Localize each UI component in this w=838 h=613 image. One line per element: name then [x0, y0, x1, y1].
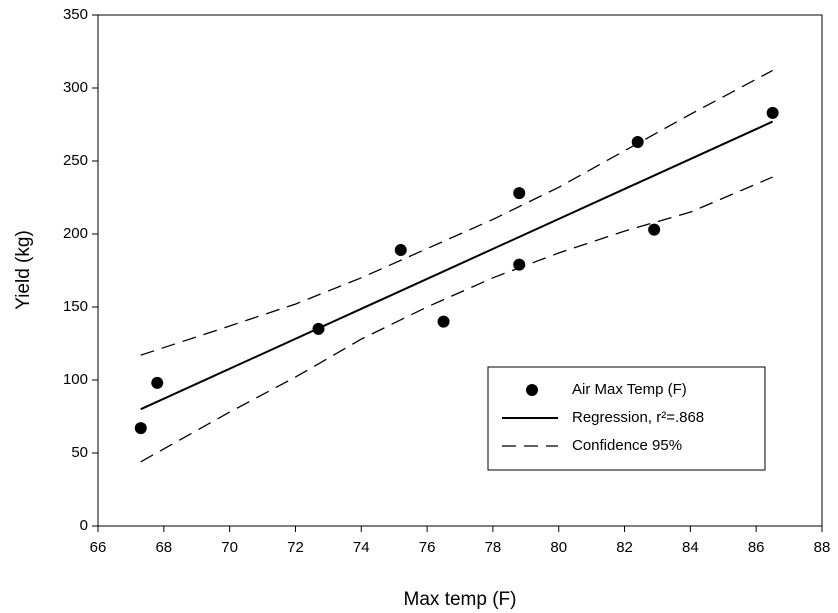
- x-tick-label: 86: [748, 539, 765, 556]
- legend-label: Air Max Temp (F): [572, 381, 687, 398]
- x-tick-label: 82: [616, 539, 633, 556]
- legend-label: Regression, r²=.868: [572, 409, 704, 426]
- x-tick-label: 76: [419, 539, 436, 556]
- y-axis-title: Yield (kg): [13, 230, 34, 310]
- data-point: [151, 376, 164, 389]
- x-tick-label: 72: [287, 539, 304, 556]
- legend-marker: [526, 384, 538, 396]
- y-tick-label: 350: [63, 6, 88, 23]
- x-tick-label: 68: [155, 539, 172, 556]
- y-tick-label: 50: [71, 444, 88, 461]
- x-axis-title: Max temp (F): [404, 589, 517, 610]
- data-point: [513, 258, 526, 271]
- y-tick-label: 250: [63, 152, 88, 169]
- legend-label: Confidence 95%: [572, 437, 682, 454]
- confidence-upper: [140, 69, 773, 356]
- data-point: [394, 244, 407, 257]
- y-tick-label: 0: [80, 517, 88, 534]
- data-point: [437, 315, 450, 328]
- data-point: [766, 106, 779, 119]
- y-tick-label: 100: [63, 371, 88, 388]
- x-tick-label: 74: [353, 539, 370, 556]
- y-tick-label: 200: [63, 225, 88, 242]
- confidence-lower: [140, 176, 773, 463]
- x-tick-label: 84: [682, 539, 699, 556]
- x-tick-label: 78: [485, 539, 502, 556]
- data-point: [513, 187, 526, 200]
- data-point: [648, 223, 661, 236]
- x-tick-label: 70: [221, 539, 238, 556]
- y-tick-label: 150: [63, 298, 88, 315]
- x-tick-label: 66: [90, 539, 107, 556]
- data-point: [134, 422, 147, 435]
- regression-line: [140, 120, 774, 411]
- x-tick-label: 88: [814, 539, 831, 556]
- plot-frame: [97, 14, 823, 527]
- y-tick-label: 300: [63, 79, 88, 96]
- x-tick-label: 80: [550, 539, 567, 556]
